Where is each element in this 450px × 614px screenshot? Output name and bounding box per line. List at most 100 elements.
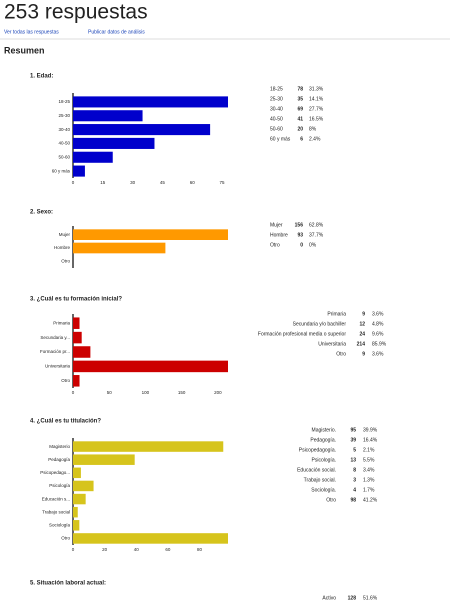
y-tick-label: Formación pr... [40, 349, 70, 354]
table-percent: 5.5% [363, 457, 375, 463]
question-title: 4. ¿Cuál es tu titulación? [30, 419, 101, 425]
table-label: Activo [322, 595, 336, 601]
table-label: Secundaria y/o bachiller [293, 321, 347, 327]
table-percent: 3.6% [372, 351, 384, 357]
y-tick-label: Mujer [59, 232, 71, 237]
y-tick-label: 25-30 [58, 113, 70, 118]
table-count: 12 [359, 321, 365, 327]
table-label: Hombre [270, 232, 288, 238]
table-count: 13 [350, 457, 356, 463]
table-count: 95 [350, 427, 356, 433]
bar [73, 110, 143, 122]
table-count: 9 [362, 351, 365, 357]
y-tick-label: 30-40 [58, 127, 70, 132]
x-tick-label: 30 [130, 180, 136, 185]
bar [73, 229, 228, 240]
y-tick-label: 60 y más [52, 168, 71, 173]
table-count: 214 [357, 341, 366, 347]
bar [73, 467, 81, 479]
bar [73, 151, 113, 163]
table-count: 6 [300, 136, 303, 142]
bar [73, 533, 228, 544]
table-label: Formación profesional media o superior [258, 331, 346, 337]
table-count: 5 [353, 447, 356, 453]
question-title: 3. ¿Cuál es tu formación inicial? [30, 297, 122, 303]
link[interactable]: Ver todas las respuestas [4, 29, 59, 35]
table-percent: 9.6% [372, 331, 384, 337]
y-tick-label: Secundaria y... [40, 335, 70, 340]
x-tick-label: 60 [165, 547, 171, 552]
x-tick-label: 80 [197, 547, 203, 552]
table-label: Pedagogía. [310, 437, 336, 443]
table-label: Universitaria [318, 341, 346, 347]
y-tick-label: Educación s... [42, 496, 70, 501]
table-label: 40-50 [270, 116, 283, 122]
bar [73, 441, 224, 452]
table-label: Educación social. [297, 467, 336, 473]
bar [73, 480, 94, 492]
table-percent: 16.4% [363, 437, 378, 443]
bar [73, 454, 135, 465]
table-count: 20 [297, 126, 303, 132]
bar [73, 124, 211, 136]
table-count: 3 [353, 477, 356, 483]
table-count: 24 [359, 331, 365, 337]
x-tick-label: 75 [220, 180, 226, 185]
table-percent: 41.2% [363, 497, 378, 503]
table-count: 0 [300, 242, 303, 248]
bar [73, 331, 82, 344]
table-label: 18-25 [270, 86, 283, 92]
question-title: 1. Edad: [30, 74, 53, 80]
x-tick-label: 20 [102, 547, 108, 552]
table-count: 35 [297, 96, 303, 102]
table-count: 4 [353, 487, 356, 493]
table-percent: 39.9% [363, 427, 378, 433]
table-label: Psicología. [312, 457, 336, 463]
table-percent: 2.1% [363, 447, 375, 453]
table-percent: 51.6% [363, 595, 378, 601]
table-label: 50-60 [270, 126, 283, 132]
y-tick-label: Otro [61, 259, 70, 264]
bar [73, 242, 166, 254]
y-tick-label: Psicopedago... [40, 470, 70, 475]
table-count: 9 [362, 311, 365, 317]
bar [73, 96, 228, 108]
table-label: Mujer [270, 222, 283, 228]
table-count: 128 [348, 595, 357, 601]
table-count: 78 [297, 86, 303, 92]
question-title: 5. Situación laboral actual: [30, 581, 106, 587]
x-tick-label: 60 [190, 180, 196, 185]
y-tick-label: 50-60 [58, 154, 70, 159]
table-percent: 62.8% [309, 222, 324, 228]
y-tick-label: Sociología [49, 523, 71, 528]
table-percent: 3.4% [363, 467, 375, 473]
table-count: 8 [353, 467, 356, 473]
x-tick-label: 50 [107, 390, 113, 395]
bar [73, 493, 86, 505]
page-title: 253 respuestas [4, 1, 148, 24]
table-count: 69 [297, 106, 303, 112]
x-tick-label: 15 [100, 180, 106, 185]
table-percent: 37.7% [309, 232, 324, 238]
bar [73, 520, 80, 531]
table-label: Sociología. [311, 487, 336, 493]
bar [73, 165, 85, 177]
table-percent: 31.3% [309, 86, 324, 92]
x-tick-label: 40 [134, 547, 140, 552]
table-label: Magisterio. [312, 427, 336, 433]
table-percent: 1.3% [363, 477, 375, 483]
link[interactable]: Publicar datos de análisis [88, 29, 145, 35]
table-label: 25-30 [270, 96, 283, 102]
table-percent: 16.5% [309, 116, 324, 122]
table-label: 60 y más [270, 136, 291, 142]
y-tick-label: Otro [61, 378, 70, 383]
question-title: 2. Sexo: [30, 210, 53, 216]
bar [73, 346, 91, 358]
table-percent: 2.4% [309, 136, 321, 142]
table-label: Trabajo social. [304, 477, 336, 483]
bar [73, 360, 228, 373]
y-tick-label: 40-50 [58, 141, 70, 146]
table-percent: 27.7% [309, 106, 324, 112]
y-tick-label: Magisterio [49, 444, 70, 449]
